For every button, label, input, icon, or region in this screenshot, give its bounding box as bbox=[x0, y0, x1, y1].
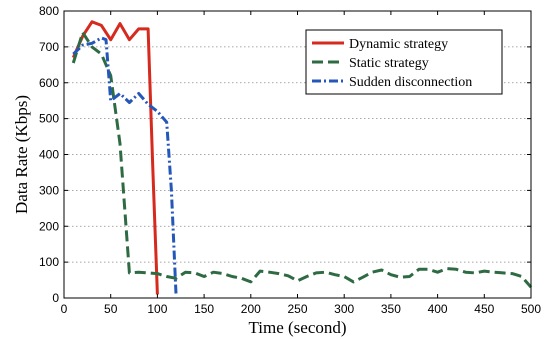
x-tick-label: 350 bbox=[381, 302, 401, 316]
series-line-2 bbox=[71, 31, 533, 289]
x-tick-label: 0 bbox=[61, 302, 68, 316]
x-tick-label: 250 bbox=[287, 302, 307, 316]
x-tick-label: 400 bbox=[428, 302, 448, 316]
tick-labels: 0 50 100 150 200 250 300 350 400 450 500 0 100 200 300… bbox=[39, 4, 541, 316]
y-tick-label: 400 bbox=[39, 148, 59, 162]
x-tick-label: 50 bbox=[104, 302, 118, 316]
y-tick-label: 800 bbox=[39, 4, 59, 18]
y-tick-label: 100 bbox=[39, 255, 59, 269]
x-tick-label: 300 bbox=[334, 302, 354, 316]
y-tick-label: 700 bbox=[39, 40, 59, 54]
series-line-1 bbox=[71, 20, 159, 295]
x-axis-label: Time (second) bbox=[248, 318, 346, 337]
y-axis-label: Data Rate (Kbps) bbox=[12, 95, 31, 214]
x-tick-label: 200 bbox=[241, 302, 261, 316]
axis-ticks bbox=[63, 10, 532, 299]
y-tick-label: 0 bbox=[52, 291, 59, 305]
legend-label: Dynamic strategy bbox=[349, 37, 448, 52]
x-tick-label: 150 bbox=[194, 302, 214, 316]
x-tick-label: 450 bbox=[474, 302, 494, 316]
legend: Dynamic strategy Static strategy Sudden di… bbox=[305, 29, 503, 95]
legend-label: Sudden disconnection bbox=[349, 75, 472, 90]
x-tick-label: 500 bbox=[521, 302, 541, 316]
legend-label: Static strategy bbox=[349, 56, 429, 71]
series-line-3 bbox=[72, 36, 178, 297]
y-tick-label: 300 bbox=[39, 183, 59, 197]
series-lines bbox=[71, 20, 533, 297]
y-tick-label: 600 bbox=[39, 76, 59, 90]
x-tick-label: 100 bbox=[147, 302, 167, 316]
y-tick-label: 200 bbox=[39, 219, 59, 233]
y-tick-label: 500 bbox=[39, 112, 59, 126]
